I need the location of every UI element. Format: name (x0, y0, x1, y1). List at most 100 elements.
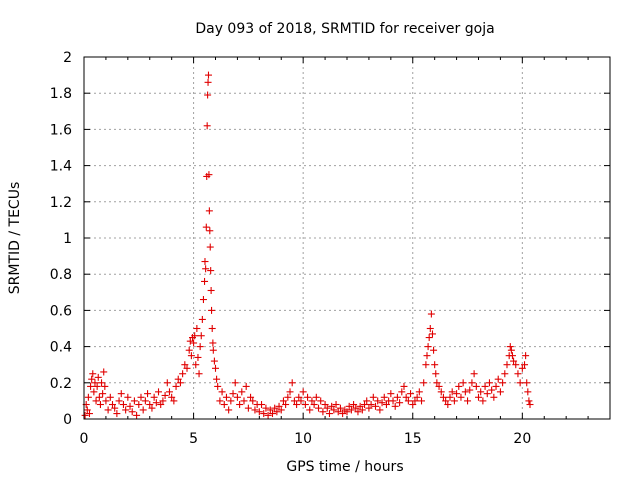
data-point (312, 393, 320, 401)
data-point (466, 386, 474, 394)
y-tick-label: 0.8 (50, 267, 72, 283)
data-point (363, 397, 371, 405)
data-point (231, 379, 239, 387)
data-point (301, 401, 309, 409)
data-point (347, 406, 355, 414)
data-point (92, 397, 100, 405)
data-point (481, 382, 489, 390)
data-point (255, 408, 263, 416)
data-point (522, 352, 530, 360)
data-point (526, 401, 534, 409)
data-point (393, 393, 401, 401)
data-point (479, 397, 487, 405)
data-point (477, 388, 485, 396)
data-point (104, 406, 112, 414)
y-tick-label: 0.6 (50, 303, 72, 319)
data-point (321, 401, 329, 409)
data-point (163, 379, 171, 387)
data-point (494, 375, 502, 383)
data-point (179, 370, 187, 378)
data-point (485, 379, 493, 387)
data-point (516, 379, 524, 387)
data-point (204, 78, 212, 86)
data-point (204, 91, 212, 99)
data-point (433, 379, 441, 387)
data-point (319, 408, 327, 416)
data-point (202, 265, 210, 273)
data-point (490, 393, 498, 401)
data-point (93, 382, 101, 390)
data-point (459, 379, 467, 387)
data-point (361, 401, 369, 409)
data-point (354, 408, 362, 416)
data-point (290, 397, 298, 405)
data-point (427, 310, 435, 318)
data-point (293, 401, 301, 409)
data-point (155, 388, 163, 396)
data-point (203, 122, 211, 130)
data-point (85, 410, 93, 418)
y-axis-label: SRMTID / TECUs (7, 182, 23, 295)
data-point (227, 397, 235, 405)
data-point (144, 390, 152, 398)
data-point (209, 346, 217, 354)
data-point (199, 296, 207, 304)
data-point (409, 401, 417, 409)
data-point (430, 346, 438, 354)
data-point (236, 401, 244, 409)
data-point (518, 364, 526, 372)
data-point (398, 388, 406, 396)
data-point (310, 401, 318, 409)
data-point (100, 368, 108, 376)
data-point (185, 346, 193, 354)
x-tick-label: 10 (294, 431, 312, 447)
data-point (402, 393, 410, 401)
data-point (187, 352, 195, 360)
data-point (304, 393, 312, 401)
data-point (507, 346, 515, 354)
data-point (159, 397, 167, 405)
data-point (391, 402, 399, 410)
data-point (510, 357, 518, 365)
data-point (308, 397, 316, 405)
data-point (374, 397, 382, 405)
data-point (141, 397, 149, 405)
data-point (258, 401, 266, 409)
data-point (411, 397, 419, 405)
data-point (204, 71, 212, 79)
data-point (130, 397, 138, 405)
data-point (435, 382, 443, 390)
data-point (196, 343, 204, 351)
data-point (503, 361, 511, 369)
data-point (244, 404, 252, 412)
data-point (475, 393, 482, 401)
data-point (330, 406, 338, 414)
data-point (426, 325, 434, 332)
data-point (233, 393, 241, 401)
data-point (424, 343, 432, 351)
data-point (176, 379, 184, 387)
data-point (238, 388, 246, 396)
data-point (365, 404, 373, 412)
data-point (115, 397, 123, 405)
data-point (432, 370, 440, 378)
data-point (523, 379, 531, 387)
data-point (369, 393, 377, 401)
data-point (128, 408, 136, 416)
data-point (492, 382, 500, 390)
data-point (288, 379, 296, 387)
data-point (464, 397, 472, 405)
data-point (396, 399, 404, 407)
y-tick-label: 0.4 (50, 340, 72, 356)
data-point (96, 401, 104, 409)
data-point (271, 404, 279, 412)
data-point (260, 410, 268, 418)
data-point (472, 382, 480, 390)
data-point (323, 404, 331, 412)
data-point (332, 401, 340, 409)
data-point (216, 397, 224, 405)
data-point (525, 397, 533, 405)
data-point (428, 330, 436, 338)
data-point (356, 402, 364, 410)
